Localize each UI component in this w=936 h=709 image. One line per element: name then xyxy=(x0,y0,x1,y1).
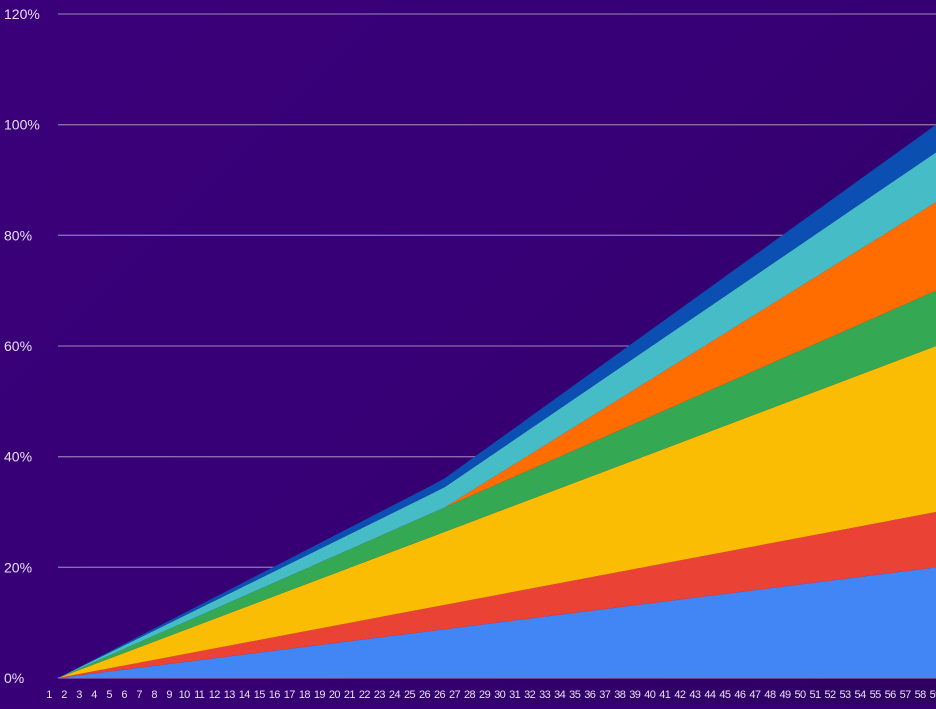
area-series xyxy=(58,124,936,679)
x-tick-label: 34 xyxy=(554,689,566,701)
x-tick-label: 14 xyxy=(239,689,251,701)
x-tick-label: 25 xyxy=(404,689,416,701)
x-tick-label: 51 xyxy=(809,689,821,701)
x-tick-label: 47 xyxy=(749,689,761,701)
x-tick-label: 20 xyxy=(329,689,341,701)
x-tick-label: 46 xyxy=(734,689,746,701)
x-tick-label: 13 xyxy=(224,689,236,701)
x-tick-label: 22 xyxy=(359,689,371,701)
x-tick-label: 54 xyxy=(855,689,867,701)
x-tick-label: 39 xyxy=(629,689,641,701)
y-tick-label: 20% xyxy=(4,559,32,575)
area-series-2 xyxy=(58,512,936,678)
x-tick-label: 32 xyxy=(524,689,536,701)
x-tick-label: 53 xyxy=(840,689,852,701)
x-tick-label: 38 xyxy=(614,689,626,701)
x-tick-label: 8 xyxy=(151,689,157,701)
x-tick-label: 36 xyxy=(584,689,596,701)
x-tick-label: 27 xyxy=(449,689,461,701)
x-tick-label: 50 xyxy=(794,689,806,701)
x-tick-label: 12 xyxy=(209,689,221,701)
area-series-3 xyxy=(58,346,936,678)
x-tick-label: 10 xyxy=(179,689,191,701)
x-tick-label: 15 xyxy=(254,689,266,701)
x-tick-label: 26 xyxy=(419,689,431,701)
x-tick-label: 7 xyxy=(136,689,142,701)
x-tick-label: 40 xyxy=(644,689,656,701)
x-tick-label: 24 xyxy=(389,689,401,701)
x-tick-label: 4 xyxy=(91,689,97,701)
x-tick-label: 48 xyxy=(764,689,776,701)
x-tick-label: 1 xyxy=(46,689,52,701)
x-tick-label: 17 xyxy=(284,689,296,701)
x-tick-label: 37 xyxy=(599,689,611,701)
x-tick-label: 35 xyxy=(569,689,581,701)
area-series-1 xyxy=(58,567,936,678)
x-tick-label: 55 xyxy=(870,689,882,701)
y-tick-label: 100% xyxy=(4,117,40,133)
x-tick-label: 28 xyxy=(464,689,476,701)
x-tick-label: 29 xyxy=(479,689,491,701)
x-tick-label: 3 xyxy=(76,689,82,701)
y-tick-label: 60% xyxy=(4,338,32,354)
y-tick-label: 80% xyxy=(4,227,32,243)
x-tick-label: 21 xyxy=(344,689,356,701)
x-tick-label: 56 xyxy=(885,689,897,701)
y-tick-label: 120% xyxy=(4,6,40,22)
x-tick-label: 19 xyxy=(314,689,326,701)
x-tick-label: 44 xyxy=(704,689,716,701)
x-axis-ticks: 1 2 3 4 5 6 7 8 9 10 11 12 13 14 15 16 17 18 19 20 21 22 23 24 2… xyxy=(46,689,936,701)
y-tick-label: 0% xyxy=(4,670,24,686)
x-tick-label: 9 xyxy=(166,689,172,701)
x-tick-label: 43 xyxy=(689,689,701,701)
x-tick-label: 42 xyxy=(674,689,686,701)
x-tick-label: 2 xyxy=(61,689,67,701)
x-tick-label: 31 xyxy=(509,689,521,701)
x-tick-label: 45 xyxy=(719,689,731,701)
x-tick-label: 5 xyxy=(106,689,112,701)
y-axis-ticks: 0% 20% 40% 60% 80% 100% 120% xyxy=(4,6,40,686)
x-tick-label: 52 xyxy=(825,689,837,701)
x-tick-label: 16 xyxy=(269,689,281,701)
x-tick-label: 11 xyxy=(194,689,205,701)
x-tick-label: 59 xyxy=(930,689,936,701)
x-tick-label: 23 xyxy=(374,689,386,701)
x-tick-label: 58 xyxy=(915,689,927,701)
x-tick-label: 26 xyxy=(434,689,446,701)
x-tick-label: 49 xyxy=(779,689,791,701)
x-tick-label: 41 xyxy=(659,689,671,701)
y-tick-label: 40% xyxy=(4,449,32,465)
x-tick-label: 33 xyxy=(539,689,551,701)
x-tick-label: 6 xyxy=(121,689,127,701)
x-tick-label: 30 xyxy=(494,689,506,701)
x-tick-label: 18 xyxy=(299,689,311,701)
x-tick-label: 57 xyxy=(900,689,912,701)
